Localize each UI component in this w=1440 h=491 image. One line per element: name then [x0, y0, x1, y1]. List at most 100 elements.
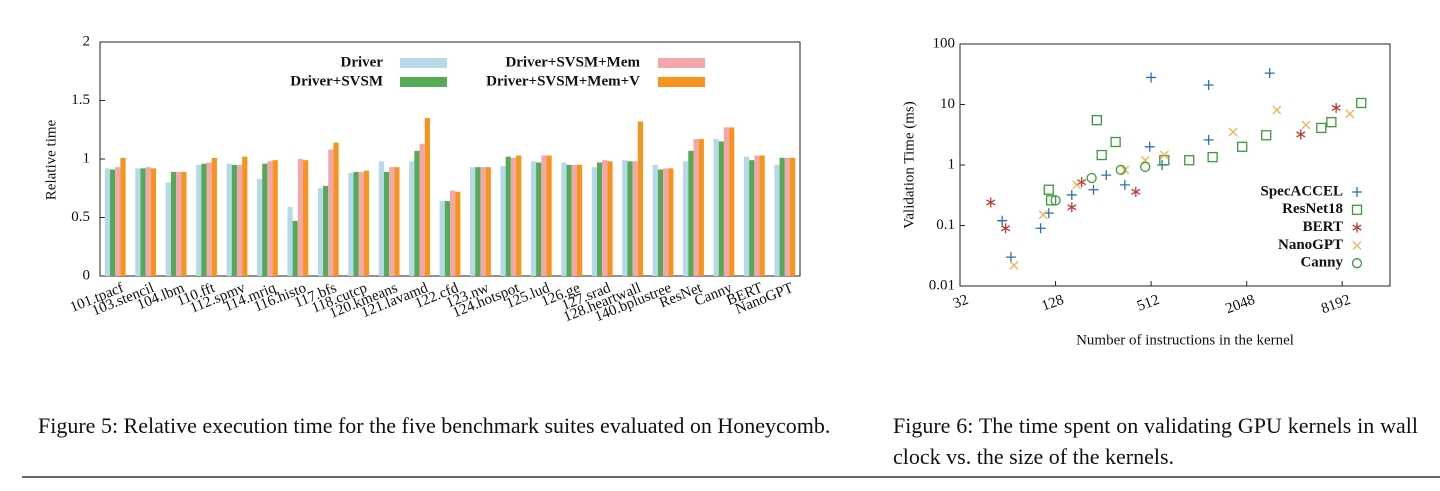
- bar: [789, 157, 796, 276]
- bar: [140, 168, 146, 276]
- bar: [591, 167, 597, 276]
- bar: [541, 155, 547, 276]
- legend-marker: [1352, 222, 1362, 233]
- y-tick-label: 10: [940, 96, 955, 112]
- legend-label: NanoGPT: [1278, 237, 1343, 253]
- point: [1203, 80, 1214, 91]
- y-tick-label: 0.1: [936, 217, 955, 233]
- bar: [231, 164, 237, 276]
- point: [1301, 120, 1311, 130]
- y-tick-label: 1: [83, 150, 91, 166]
- bar: [693, 139, 699, 276]
- point: [1066, 189, 1077, 200]
- point: [986, 197, 996, 208]
- point: [1091, 115, 1102, 126]
- caption: Figure 6: The time spent on validating G…: [893, 413, 1418, 469]
- bar: [774, 164, 780, 276]
- bar: [389, 167, 395, 276]
- bar: [394, 167, 400, 276]
- bar: [226, 163, 232, 276]
- legend-swatch: [658, 77, 705, 87]
- bar: [170, 171, 177, 276]
- legend-label: ResNet18: [1282, 201, 1343, 217]
- point: [1326, 117, 1337, 128]
- y-tick-label: 1.5: [71, 92, 90, 108]
- point: [1067, 202, 1077, 213]
- y-tick-label: 0: [83, 267, 91, 283]
- point: [1101, 170, 1112, 181]
- y-tick-label: 2: [83, 33, 91, 49]
- bar: [414, 150, 420, 276]
- bar: [242, 156, 248, 276]
- point: [1203, 134, 1214, 145]
- bar: [784, 157, 790, 276]
- x-tick-label: 512: [1135, 292, 1162, 315]
- point: [1115, 164, 1126, 176]
- bar: [439, 201, 445, 276]
- bar: [333, 142, 339, 276]
- bar: [743, 156, 750, 276]
- bar: [292, 221, 298, 276]
- bar: [297, 159, 304, 276]
- bar: [272, 160, 278, 276]
- bar: [485, 167, 491, 276]
- bar: [455, 191, 461, 276]
- point: [1159, 155, 1170, 166]
- bar: [317, 188, 324, 276]
- point: [1264, 68, 1275, 79]
- bar: [256, 178, 263, 276]
- legend-label: BERT: [1303, 219, 1343, 235]
- point: [1272, 105, 1282, 115]
- bar: [779, 157, 785, 276]
- bar: [419, 143, 425, 276]
- legend-label: Driver: [341, 54, 384, 70]
- legend-label: Driver+SVSM: [290, 73, 383, 89]
- bar: [358, 171, 364, 276]
- bar: [510, 157, 517, 276]
- y-tick-label: 1: [948, 156, 956, 172]
- legend-marker: [1351, 204, 1363, 215]
- point: [1237, 141, 1248, 152]
- legend-label: SpecACCEL: [1260, 183, 1343, 199]
- legend-marker: [1352, 240, 1362, 250]
- bar: [505, 156, 511, 276]
- legend-swatch: [658, 58, 705, 68]
- point: [1096, 149, 1107, 161]
- point: [1110, 136, 1121, 148]
- point: [1296, 129, 1306, 140]
- legend-swatch: [400, 58, 447, 68]
- point: [1184, 155, 1195, 166]
- legend-label: Driver+SVSM+Mem: [505, 54, 640, 70]
- bar: [115, 167, 121, 276]
- point: [1345, 109, 1355, 119]
- bar: [236, 164, 243, 276]
- y-tick-label: 100: [933, 35, 956, 51]
- bar: [206, 162, 212, 276]
- point: [1000, 223, 1011, 234]
- bar: [632, 161, 638, 276]
- bar: [688, 150, 694, 276]
- caption: Figure 5: Relative execution time for th…: [38, 413, 831, 438]
- y-tick-label: 0.5: [71, 209, 90, 225]
- bar: [566, 164, 572, 276]
- bar: [536, 162, 542, 276]
- legend-marker: [1351, 258, 1363, 269]
- bar: [363, 170, 370, 276]
- bar: [201, 163, 207, 276]
- point: [1043, 184, 1054, 195]
- point: [1072, 180, 1082, 190]
- bar: [348, 173, 354, 276]
- point: [1261, 130, 1272, 141]
- point: [1050, 195, 1061, 206]
- bar: [323, 185, 329, 276]
- bar: [328, 149, 334, 276]
- bar: [657, 169, 664, 276]
- bar: [287, 206, 293, 276]
- legend-label: Canny: [1300, 255, 1343, 271]
- point: [1088, 184, 1099, 195]
- point: [1038, 210, 1048, 220]
- bar: [627, 161, 633, 276]
- legend-label: Driver+SVSM+Mem+V: [486, 73, 640, 89]
- point: [1146, 72, 1157, 83]
- bar: [120, 157, 126, 276]
